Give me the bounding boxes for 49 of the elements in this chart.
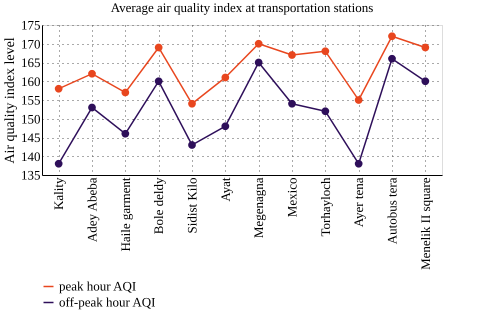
x-tick-label: Sidist Kilo: [184, 178, 200, 234]
point: [88, 104, 96, 112]
y-tick-label: 150: [21, 111, 40, 126]
y-tick-label: 170: [21, 36, 40, 52]
y-tick-label: 165: [21, 55, 40, 70]
point: [154, 77, 163, 86]
legend-label: off-peak hour AQI: [59, 294, 156, 310]
chart-title: Average air quality index at transportation stations: [110, 0, 374, 15]
point: [288, 51, 296, 59]
point: [54, 160, 63, 168]
point: [254, 58, 263, 66]
point: [421, 44, 430, 52]
point: [154, 44, 163, 52]
point: [188, 100, 196, 108]
y-tick-label: 135: [21, 168, 40, 182]
y-tick-label: 145: [21, 130, 40, 145]
x-tick-label: Autobus tera: [384, 177, 400, 244]
point: [354, 160, 363, 168]
point: [121, 88, 130, 96]
x-tick-label: Torhayloch: [318, 177, 333, 237]
x-tick-label: Ayer tena: [351, 177, 366, 228]
y-tick-label: 155: [21, 92, 40, 108]
point: [321, 107, 330, 116]
point: [221, 122, 230, 130]
point: [188, 141, 196, 149]
x-tick-label: Adey Abeba: [84, 177, 100, 242]
point: [321, 47, 330, 56]
point: [288, 100, 296, 108]
point: [354, 96, 363, 104]
y-tick-label: 175: [21, 18, 40, 32]
point: [121, 130, 130, 138]
y-tick-label: 140: [21, 148, 40, 164]
x-tick-label: Haile garment: [118, 177, 133, 252]
y-tick-label: 160: [21, 74, 40, 89]
x-tick-label: Menelik II square: [418, 177, 433, 270]
point: [388, 54, 396, 63]
x-tick-label: Megenagna: [251, 177, 266, 238]
point: [421, 77, 430, 86]
point: [388, 32, 396, 40]
point: [88, 70, 96, 78]
point: [54, 84, 63, 93]
x-tick-label: Mexico: [284, 178, 300, 218]
x-tick-label: Bole deldy: [151, 177, 166, 234]
point: [254, 40, 263, 48]
x-tick-label: Ayat: [218, 177, 233, 202]
point: [221, 74, 230, 82]
legend-label: peak hour AQI: [59, 278, 136, 294]
x-tick-label: Kality: [51, 177, 66, 210]
y-axis-title: Air quality index level: [3, 37, 18, 164]
